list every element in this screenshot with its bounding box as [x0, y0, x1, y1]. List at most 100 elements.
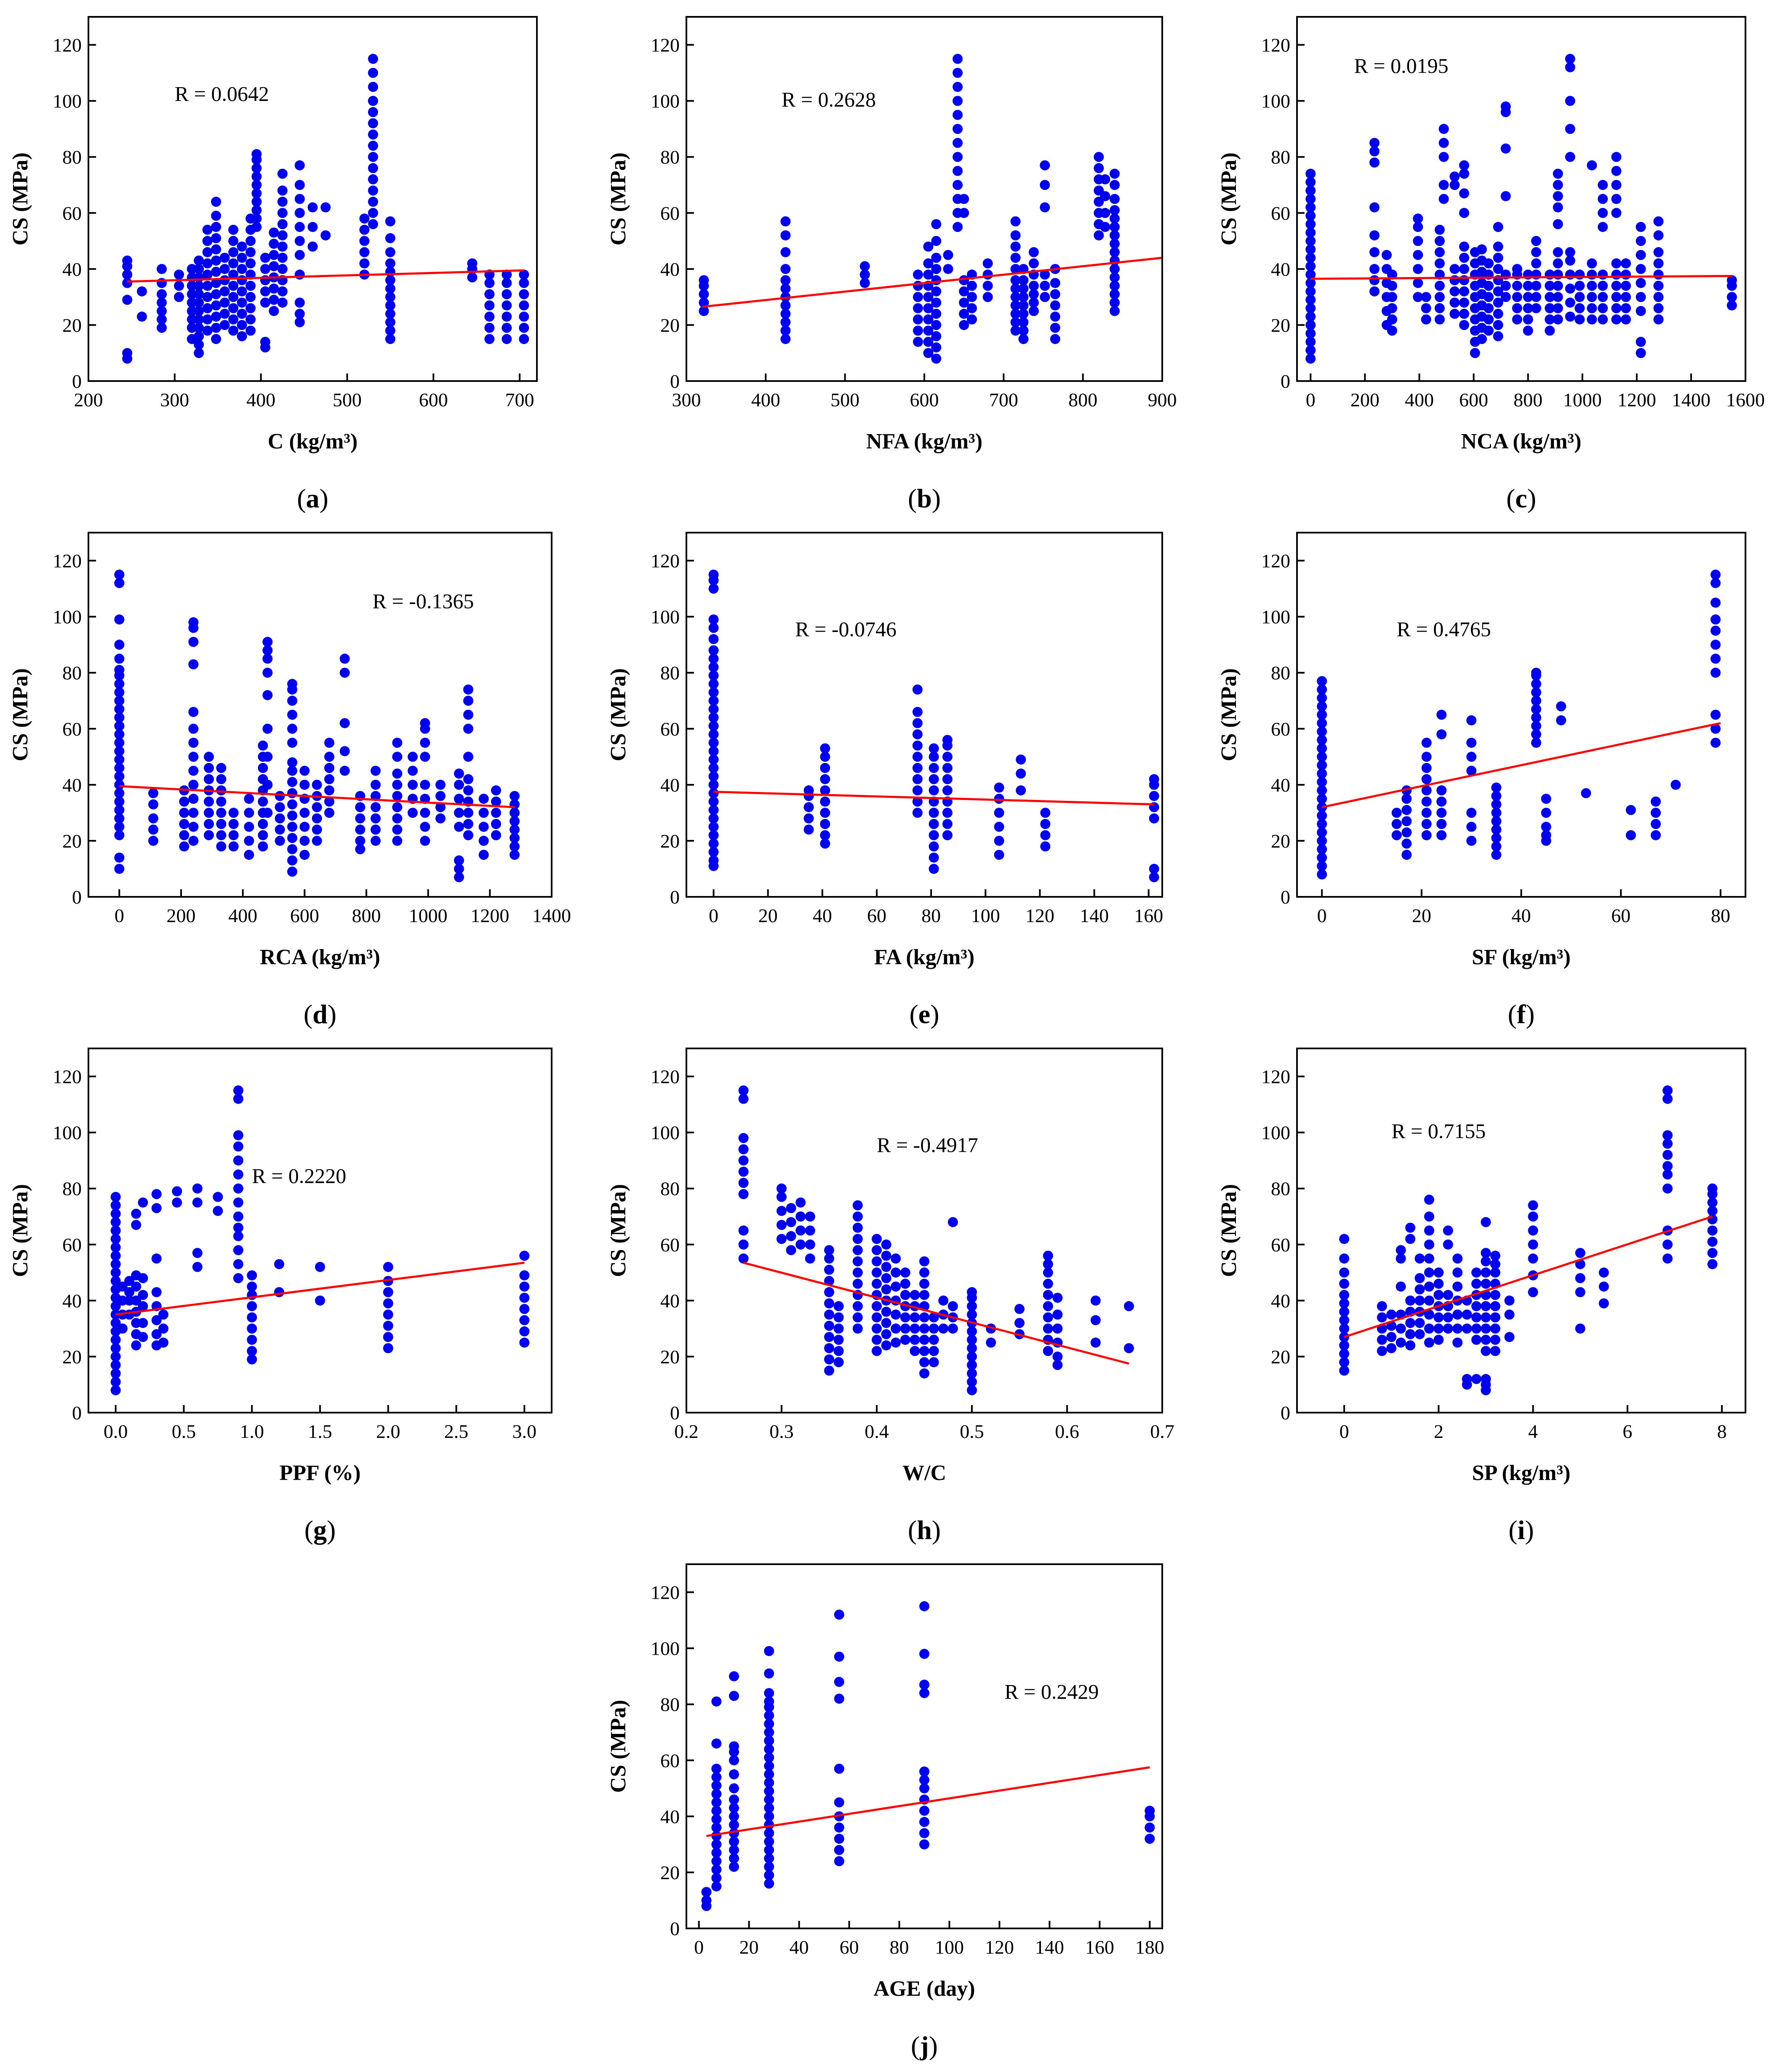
data-point [1490, 1267, 1500, 1278]
data-point [708, 796, 719, 807]
data-point [219, 275, 230, 285]
data-point [1651, 819, 1661, 829]
data-point [287, 679, 297, 689]
data-point [1545, 325, 1555, 336]
data-point [368, 82, 378, 92]
y-tick-label: 60 [1271, 203, 1290, 224]
data-point [228, 247, 239, 257]
data-point [320, 202, 331, 213]
x-tick-label: 500 [830, 389, 859, 411]
data-point [233, 1259, 243, 1269]
plot-frame [88, 1048, 552, 1413]
data-point [1531, 687, 1541, 698]
data-point [1110, 264, 1120, 274]
data-point [764, 1778, 774, 1788]
data-point [1491, 850, 1502, 860]
data-point [1466, 738, 1477, 748]
data-point [194, 331, 204, 341]
data-point [1575, 1248, 1585, 1258]
data-point [891, 1323, 901, 1334]
data-point [708, 687, 719, 698]
data-point [1317, 819, 1327, 829]
data-point [711, 1822, 722, 1833]
data-point [834, 1797, 844, 1808]
data-point [708, 788, 719, 798]
y-tick-label: 80 [660, 147, 680, 168]
data-point [1090, 1337, 1101, 1348]
y-tick-label: 20 [660, 1346, 680, 1368]
data-point [729, 1861, 739, 1872]
data-point [454, 794, 464, 804]
data-point [435, 791, 446, 801]
data-point [151, 1203, 162, 1213]
trend-line [115, 1261, 525, 1316]
y-axis-title: CS (MPa) [606, 1700, 630, 1793]
data-point [463, 684, 473, 695]
data-point [251, 171, 262, 182]
data-point [114, 687, 125, 698]
y-tick-label: 80 [62, 147, 82, 168]
data-point [1575, 1273, 1585, 1283]
data-point [1493, 331, 1503, 341]
data-point [491, 830, 501, 840]
data-point [1528, 1239, 1538, 1250]
data-point [708, 696, 719, 706]
x-tick-label: 800 [1068, 389, 1097, 411]
data-point [711, 1814, 722, 1824]
y-axis-title: CS (MPa) [8, 152, 32, 245]
data-point [967, 303, 977, 313]
data-point [1018, 309, 1029, 319]
data-point [913, 325, 923, 336]
data-point [368, 208, 378, 218]
data-point [1459, 188, 1469, 199]
data-point [1369, 264, 1380, 274]
data-point [967, 1351, 977, 1362]
plot-frame [88, 532, 552, 898]
data-point [502, 323, 512, 333]
data-point [1541, 830, 1551, 840]
data-point [780, 300, 791, 311]
data-point [355, 844, 366, 854]
data-point [519, 1281, 530, 1292]
data-point [1145, 1805, 1155, 1816]
data-point [1711, 738, 1721, 748]
data-point [1711, 653, 1721, 664]
data-point [1587, 303, 1597, 313]
data-point [237, 286, 247, 297]
data-point [1707, 1259, 1718, 1269]
data-point [699, 297, 709, 308]
y-tick-label: 100 [1261, 1122, 1290, 1144]
data-point [953, 222, 963, 232]
data-point [339, 718, 350, 728]
data-point [1305, 185, 1316, 196]
data-point [1305, 253, 1316, 263]
data-point [1018, 283, 1029, 294]
data-point [1317, 726, 1327, 737]
data-point [1598, 222, 1608, 232]
data-point [1369, 247, 1380, 257]
x-axis-title: AGE (day) [873, 1977, 975, 2001]
data-point [1387, 314, 1397, 325]
data-point [1531, 258, 1541, 269]
data-point [1621, 303, 1631, 313]
data-point [1438, 124, 1449, 134]
data-point [233, 1141, 243, 1152]
data-point [294, 269, 305, 280]
y-tick-label: 60 [62, 1234, 82, 1256]
data-point [1452, 1267, 1463, 1278]
data-point [392, 752, 403, 762]
x-tick-label: 60 [840, 1936, 859, 1958]
data-point [216, 830, 227, 840]
data-point [1339, 1307, 1350, 1317]
data-point [900, 1290, 910, 1300]
data-point [929, 1346, 939, 1356]
data-point [929, 1312, 939, 1323]
data-point [420, 752, 430, 762]
data-point [1377, 1312, 1387, 1323]
data-point [1010, 230, 1021, 240]
data-point [738, 1093, 749, 1104]
data-point [204, 808, 214, 818]
